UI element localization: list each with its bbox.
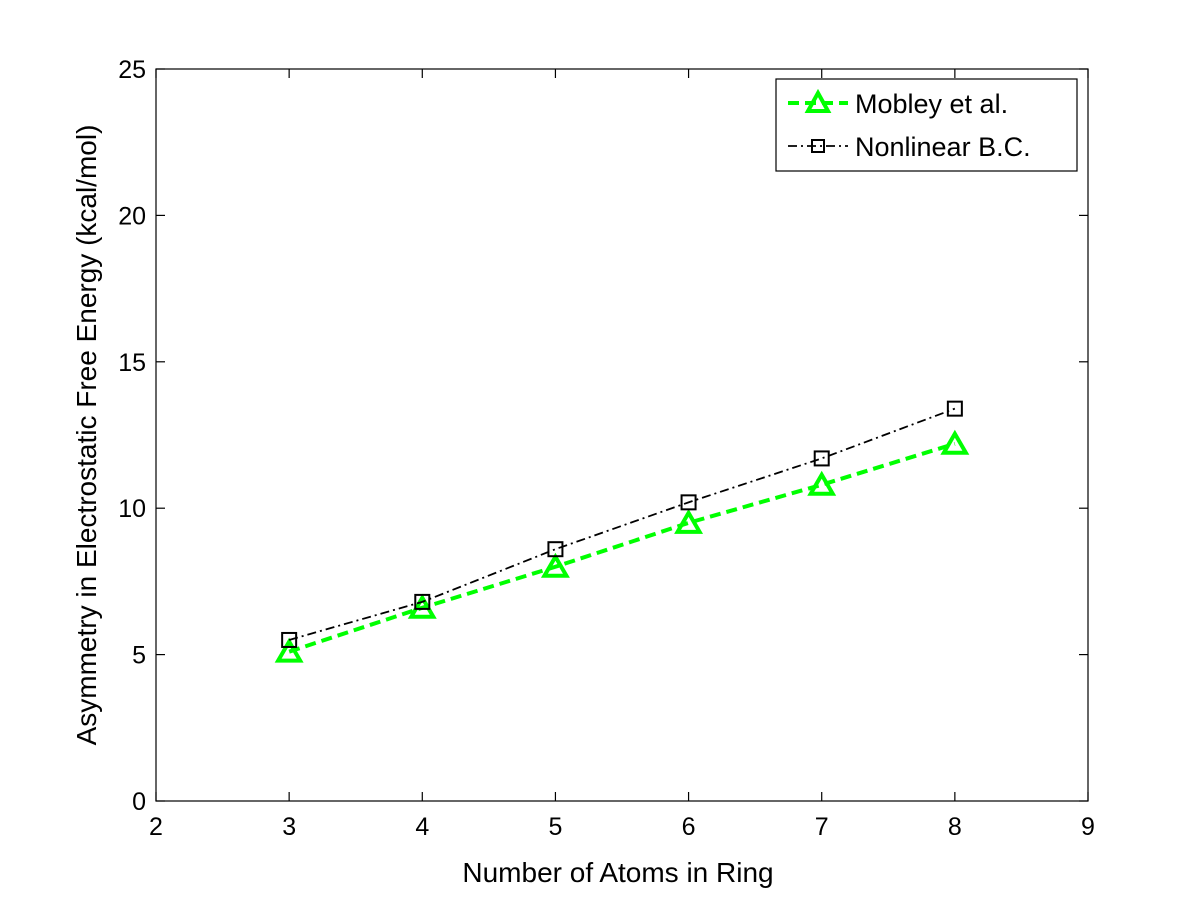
y-axis-title: Asymmetry in Electrostatic Free Energy (…: [71, 125, 102, 746]
legend-label-nonlinear: Nonlinear B.C.: [855, 132, 1031, 162]
x-tick-label: 5: [548, 813, 562, 841]
y-tick-label: 5: [132, 642, 146, 670]
data-point-triangle: [807, 470, 837, 496]
y-tick-label: 25: [118, 56, 146, 84]
x-tick-label: 3: [282, 813, 296, 841]
data-point-square: [680, 494, 697, 511]
ticks-group: 2 3 4 5 6 7 8 9 0 5 10 15 20 25: [118, 56, 1095, 841]
y-tick-label: 0: [132, 788, 146, 816]
x-tick-label: 8: [948, 813, 962, 841]
legend-label-mobley: Mobley et al.: [855, 89, 1008, 119]
data-point-square: [813, 450, 830, 467]
legend-marker-nonlinear-square-icon: [811, 139, 825, 153]
x-axis-title: Number of Atoms in Ring: [462, 857, 773, 888]
legend-box: [775, 78, 1078, 172]
data-point-triangle: [674, 508, 704, 534]
series-line-0: [288, 441, 956, 654]
data-point-triangle: [940, 429, 970, 455]
y-tick-label: 20: [118, 202, 146, 230]
data-point-triangle: [407, 593, 437, 619]
data-point-square: [946, 400, 963, 417]
x-tick-label: 9: [1081, 813, 1095, 841]
x-tick-label: 7: [815, 813, 829, 841]
legend: Mobley et al. Nonlinear B.C.: [775, 78, 1078, 172]
legend-marker-mobley-triangle-icon: [804, 88, 832, 113]
data-point-triangle: [540, 552, 570, 578]
y-tick-label: 10: [118, 495, 146, 523]
data-point-triangle: [274, 637, 304, 663]
y-tick-label: 15: [118, 349, 146, 377]
x-tick-label: 2: [149, 813, 163, 841]
x-tick-label: 6: [682, 813, 696, 841]
plot-area: [155, 68, 1089, 802]
x-tick-label: 4: [415, 813, 429, 841]
data-point-square: [547, 541, 564, 558]
series-line-1: [288, 407, 956, 641]
series-layer: [274, 400, 970, 663]
data-point-square: [281, 631, 298, 648]
data-point-square: [414, 593, 431, 610]
